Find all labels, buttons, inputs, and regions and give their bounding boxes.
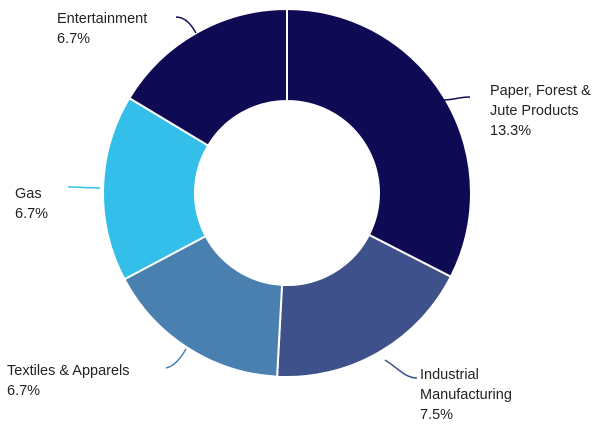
slice-category-label-0: Paper, Forest &	[490, 83, 591, 99]
slices-group	[102, 7, 472, 378]
slice-value-label-2: 6.7%	[7, 383, 40, 399]
slice-value-label-4: 6.7%	[57, 31, 90, 47]
leader-line-3	[67, 186, 101, 189]
slice-4	[127, 7, 288, 147]
slice-label-0: Paper, Forest & Jute Products 13.3%	[490, 83, 591, 139]
leader-line-2	[165, 348, 187, 369]
leader-line-1	[384, 359, 418, 379]
slice-category-label-1: Industrial	[420, 367, 479, 383]
slice-value-label-0: 13.3%	[490, 123, 531, 139]
slice-value-label-1: 7.5%	[420, 407, 453, 423]
slice-label-3: Gas 6.7%	[15, 186, 48, 222]
slice-value-label-3: 6.7%	[15, 206, 48, 222]
slice-category-label-4: Entertainment	[57, 11, 147, 27]
slice-0	[286, 7, 472, 279]
labels-group: Paper, Forest & Jute Products 13.3% Industr…	[7, 11, 591, 423]
leader-lines-group	[67, 16, 471, 379]
slice-2	[123, 234, 284, 378]
slice-category-label-0: Jute Products	[490, 103, 579, 119]
leader-line-4	[175, 16, 197, 34]
leader-line-0	[443, 96, 471, 101]
slice-label-2: Textiles & Apparels 6.7%	[7, 363, 130, 399]
slice-category-label-1: Manufacturing	[420, 387, 512, 403]
slice-category-label-2: Textiles & Apparels	[7, 363, 130, 379]
slice-category-label-3: Gas	[15, 186, 42, 202]
slice-3	[102, 96, 210, 281]
slice-1	[276, 233, 453, 378]
slice-label-1: Industrial Manufacturing 7.5%	[420, 367, 512, 423]
slice-label-4: Entertainment 6.7%	[57, 11, 147, 47]
